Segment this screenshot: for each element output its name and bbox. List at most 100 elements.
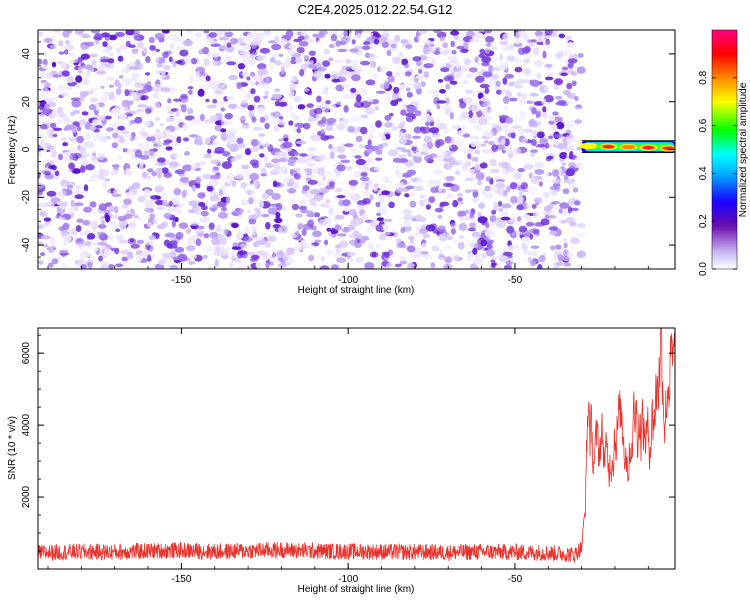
noise-speckle — [325, 100, 331, 105]
noise-speckle — [443, 162, 453, 170]
noise-speckle — [253, 95, 261, 103]
noise-speckle — [507, 81, 515, 87]
noise-speckle — [499, 40, 509, 46]
noise-speckle — [355, 256, 364, 264]
noise-speckle — [372, 73, 380, 80]
noise-speckle — [104, 115, 112, 120]
noise-speckle — [61, 208, 66, 216]
noise-speckle — [400, 84, 406, 89]
x-tick-label: -100 — [338, 574, 358, 585]
noise-speckle — [195, 238, 202, 246]
noise-speckle — [554, 116, 563, 123]
noise-speckle — [257, 63, 267, 70]
x-tick-label: -50 — [508, 574, 523, 585]
noise-speckle — [146, 222, 152, 228]
noise-speckle — [555, 244, 562, 250]
noise-speckle — [400, 39, 409, 44]
noise-speckle — [473, 166, 480, 174]
noise-speckle — [123, 69, 130, 74]
y-tick-label: 20 — [21, 96, 32, 108]
noise-speckle — [459, 101, 467, 109]
noise-speckle — [375, 120, 382, 128]
noise-speckle — [73, 204, 79, 212]
noise-speckle — [485, 221, 490, 229]
noise-speckle — [175, 118, 184, 123]
noise-speckle — [447, 55, 458, 61]
noise-speckle — [271, 158, 281, 164]
noise-speckle — [126, 113, 134, 117]
noise-speckle — [174, 169, 185, 175]
noise-speckle — [112, 189, 122, 194]
colorbar-gradient — [711, 29, 738, 270]
noise-speckle — [96, 70, 107, 75]
noise-speckle — [109, 220, 117, 227]
colorbar-tick-label: 0.0 — [698, 262, 709, 276]
noise-speckle — [133, 135, 142, 140]
noise-speckle — [209, 195, 220, 202]
noise-speckle — [521, 34, 530, 42]
noise-speckle — [74, 202, 84, 206]
noise-speckle — [199, 216, 210, 223]
noise-speckle — [490, 262, 497, 268]
noise-speckle — [226, 196, 230, 204]
noise-speckle — [237, 265, 245, 269]
noise-speckle — [481, 252, 487, 259]
noise-speckle — [544, 30, 553, 36]
noise-speckle — [392, 56, 401, 65]
noise-speckle — [258, 233, 267, 238]
noise-speckle — [206, 40, 217, 45]
noise-speckle — [156, 70, 167, 74]
noise-speckle — [81, 33, 91, 39]
noise-speckle — [482, 71, 493, 78]
noise-speckle — [514, 66, 523, 73]
noise-speckle — [307, 147, 318, 152]
noise-speckle — [347, 251, 356, 256]
noise-speckle — [421, 242, 427, 248]
noise-speckle — [254, 81, 259, 86]
noise-speckle — [182, 123, 189, 132]
noise-speckle — [289, 50, 295, 56]
noise-speckle — [256, 55, 267, 61]
noise-speckle — [189, 254, 197, 259]
noise-speckle — [122, 148, 128, 153]
noise-speckle — [549, 215, 557, 219]
noise-speckle — [57, 118, 63, 124]
noise-speckle — [291, 198, 297, 203]
noise-speckle — [370, 60, 377, 68]
noise-speckle — [226, 95, 235, 101]
noise-speckle — [69, 153, 76, 161]
noise-speckle — [485, 249, 495, 257]
noise-speckle — [348, 257, 354, 263]
noise-speckle — [407, 245, 416, 253]
y-tick-label: 2000 — [21, 486, 32, 509]
snr-x-ticks: -150 -100 -50 — [47, 328, 649, 585]
noise-speckle — [144, 72, 151, 76]
noise-speckle — [452, 199, 459, 208]
noise-speckle — [492, 30, 502, 33]
noise-speckle — [316, 61, 321, 68]
noise-speckle — [38, 132, 44, 137]
noise-speckle — [72, 230, 78, 237]
noise-speckle — [220, 128, 227, 133]
noise-speckle — [480, 143, 487, 147]
noise-speckle — [85, 91, 95, 95]
noise-speckle — [100, 85, 105, 89]
noise-speckle — [340, 118, 349, 126]
noise-speckle — [557, 99, 567, 105]
noise-speckle — [548, 114, 556, 122]
noise-speckle — [432, 94, 440, 99]
noise-speckle — [573, 96, 579, 101]
noise-speckle — [251, 116, 257, 123]
noise-speckle — [346, 165, 353, 171]
noise-speckle — [439, 249, 444, 255]
y-tick-label: -40 — [21, 237, 32, 252]
noise-speckle — [518, 30, 526, 35]
noise-speckle — [327, 249, 333, 256]
noise-speckle — [489, 215, 497, 223]
noise-speckle — [495, 264, 501, 269]
noise-speckle — [486, 130, 494, 139]
noise-speckle — [511, 125, 522, 130]
noise-speckle — [452, 62, 461, 67]
noise-speckle — [244, 170, 252, 179]
noise-speckle — [534, 30, 544, 37]
